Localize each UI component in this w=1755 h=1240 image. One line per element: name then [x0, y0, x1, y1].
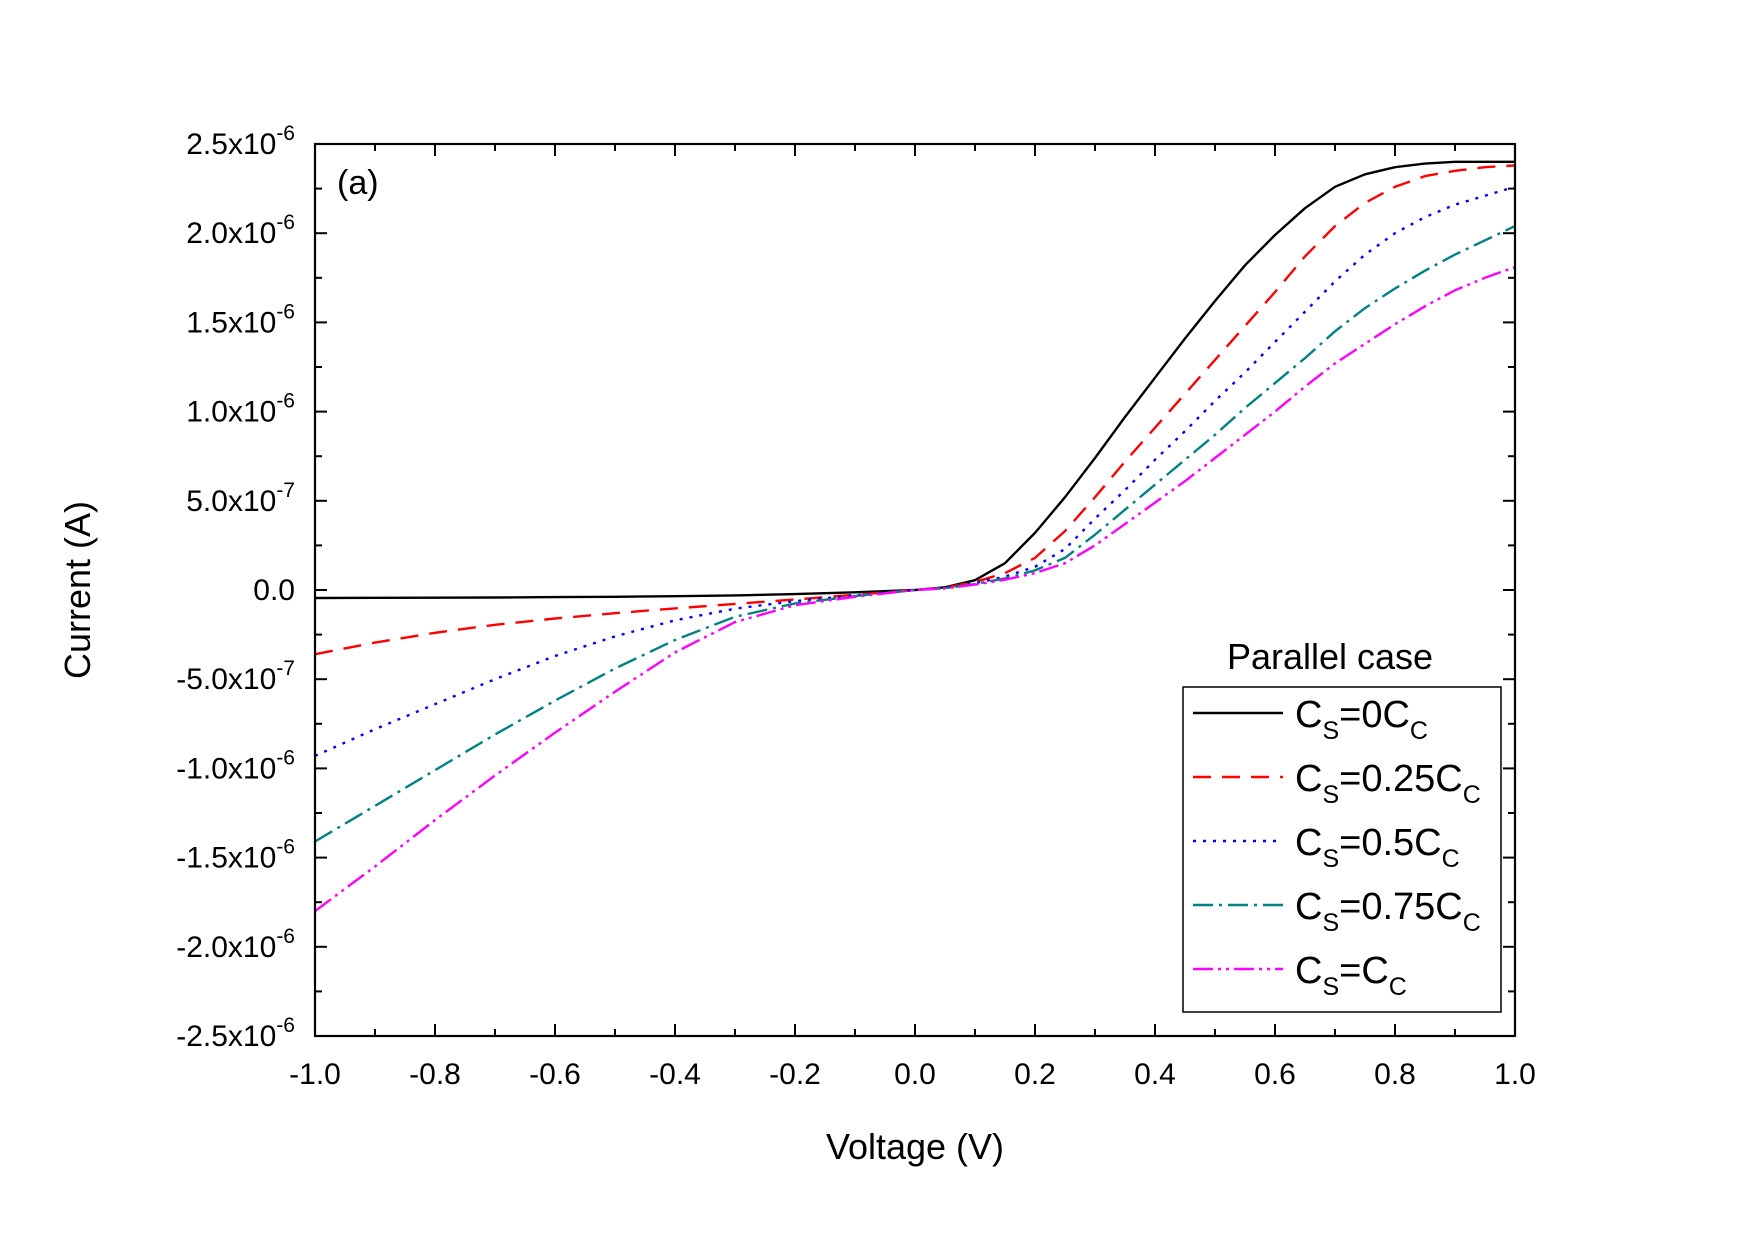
y-axis-title: Current (A)	[57, 501, 98, 679]
y-tick-label: -2.0x10-6	[176, 925, 295, 964]
y-tick-label: 1.5x10-6	[186, 300, 295, 339]
x-tick-label: 0.6	[1254, 1058, 1296, 1091]
y-tick-label: -5.0x10-7	[176, 657, 295, 696]
y-tick-exponent: -6	[276, 122, 295, 145]
x-tick-label: -0.4	[649, 1058, 701, 1091]
y-tick-label: 2.0x10-6	[186, 211, 295, 250]
legend-label-part: C	[1295, 950, 1322, 992]
legend-label-part: C	[1295, 822, 1322, 864]
legend-label-part: S	[1322, 781, 1339, 809]
y-tick-mantissa: -2.5x10	[176, 1020, 276, 1053]
y-tick-mantissa: 2.0x10	[186, 217, 276, 250]
y-tick-label: 2.5x10-6	[186, 122, 295, 161]
legend-label-part: =0.75C	[1339, 886, 1463, 928]
panel-label: (a)	[337, 164, 379, 202]
legend-label-part: C	[1442, 845, 1460, 873]
legend-label-part: =C	[1339, 950, 1389, 992]
y-tick-exponent: -6	[276, 1014, 295, 1037]
y-tick-labels: 2.5x10-62.0x10-61.5x10-61.0x10-65.0x10-7…	[176, 122, 295, 1053]
legend-item-2: CS=0.25CC	[1193, 758, 1481, 809]
x-tick-label: 0.2	[1014, 1058, 1056, 1091]
legend-label: CS=0.75CC	[1295, 886, 1481, 937]
legend-label-part: C	[1463, 909, 1481, 937]
y-tick-mantissa: -2.0x10	[176, 931, 276, 964]
series-line-2	[314, 164, 1516, 656]
legend-item-4: CS=0.75CC	[1193, 886, 1481, 937]
y-tick-mantissa: -5.0x10	[176, 663, 276, 696]
legend-label-part: =0.25C	[1339, 758, 1463, 800]
legend-label-part: C	[1295, 758, 1322, 800]
y-tick-exponent: -6	[276, 211, 295, 234]
legend-label: CS=0.25CC	[1295, 758, 1481, 809]
series-line-1	[314, 160, 1515, 600]
y-tick-exponent: -6	[276, 390, 295, 413]
y-tick-exponent: -6	[276, 836, 295, 859]
x-tick-label: -1.0	[289, 1058, 341, 1091]
y-tick-mantissa: 5.0x10	[186, 485, 276, 518]
legend-label: CS=0CC	[1295, 694, 1428, 745]
legend: Parallel case CS=0CCCS=0.25CCCS=0.5CCCS=…	[1182, 636, 1502, 1013]
legend-label-part: S	[1322, 909, 1339, 937]
y-tick-label: 0.0	[253, 574, 295, 607]
y-tick-mantissa: 2.5x10	[186, 128, 276, 161]
legend-label-part: C	[1295, 886, 1322, 928]
y-tick-exponent: -7	[276, 479, 295, 502]
legend-title: Parallel case	[1227, 636, 1433, 677]
y-tick-label: 1.0x10-6	[186, 390, 295, 429]
x-tick-label: 0.8	[1374, 1058, 1416, 1091]
legend-item-1: CS=0CC	[1193, 694, 1428, 745]
y-tick-mantissa: -1.0x10	[176, 752, 276, 785]
series-layer	[314, 160, 1516, 913]
y-tick-mantissa: 0.0	[253, 574, 295, 607]
legend-label-part: C	[1463, 781, 1481, 809]
x-axis-title: Voltage (V)	[826, 1126, 1004, 1167]
x-tick-labels: -1.0 -0.8 -0.6 -0.4 -0.2 0.0 0.2 0.4 0.6 0.8 1.0	[289, 1058, 1536, 1091]
x-tick-label: -0.6	[529, 1058, 581, 1091]
legend-item-3: CS=0.5CC	[1193, 822, 1460, 873]
y-tick-mantissa: -1.5x10	[176, 842, 276, 875]
legend-label-part: S	[1322, 973, 1339, 1001]
legend-label-part: =0.5C	[1339, 822, 1441, 864]
y-tick-exponent: -7	[276, 657, 295, 680]
legend-label-part: S	[1322, 717, 1339, 745]
y-tick-exponent: -6	[276, 925, 295, 948]
legend-label: CS=0.5CC	[1295, 822, 1460, 873]
x-tick-label: 1.0	[1494, 1058, 1536, 1091]
y-tick-mantissa: 1.0x10	[186, 396, 276, 429]
y-tick-label: -1.0x10-6	[176, 746, 295, 785]
x-tick-label: -0.2	[769, 1058, 821, 1091]
series-line-5	[314, 265, 1516, 913]
x-tick-label: 0.0	[894, 1058, 936, 1091]
x-tick-label: -0.8	[409, 1058, 461, 1091]
y-tick-exponent: -6	[276, 746, 295, 769]
legend-label-part: =0C	[1339, 694, 1410, 736]
x-tick-label: 0.4	[1134, 1058, 1176, 1091]
axis-ticks	[314, 143, 1516, 1037]
y-tick-mantissa: 1.5x10	[186, 306, 276, 339]
legend-label-part: C	[1410, 717, 1428, 745]
legend-label-part: S	[1322, 845, 1339, 873]
series-line-4	[314, 225, 1516, 843]
legend-item-5: CS=CC	[1193, 950, 1407, 1001]
legend-box	[1182, 686, 1502, 1013]
y-tick-label: -2.5x10-6	[176, 1014, 295, 1053]
legend-label-part: C	[1295, 694, 1322, 736]
y-tick-label: -1.5x10-6	[176, 836, 295, 875]
legend-label: CS=CC	[1295, 950, 1407, 1001]
y-tick-label: 5.0x10-7	[186, 479, 295, 518]
y-tick-exponent: -6	[276, 300, 295, 323]
legend-label-part: C	[1389, 973, 1407, 1001]
